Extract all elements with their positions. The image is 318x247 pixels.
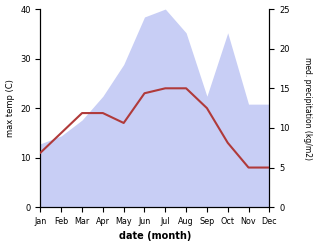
X-axis label: date (month): date (month) bbox=[119, 231, 191, 242]
Y-axis label: med. precipitation (kg/m2): med. precipitation (kg/m2) bbox=[303, 57, 313, 160]
Y-axis label: max temp (C): max temp (C) bbox=[5, 79, 15, 137]
